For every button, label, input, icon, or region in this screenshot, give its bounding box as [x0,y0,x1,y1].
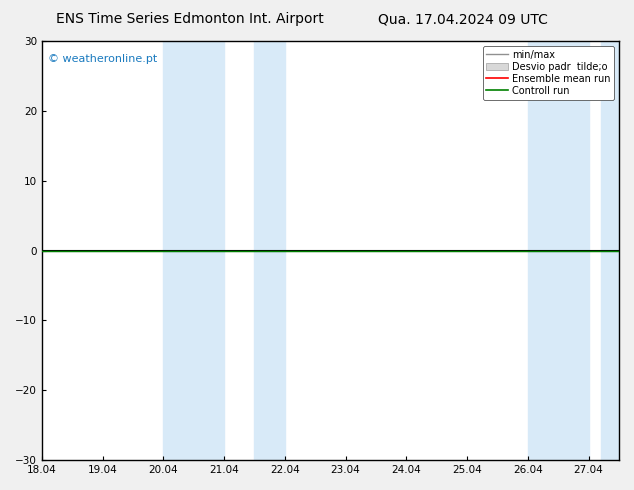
Legend: min/max, Desvio padr  tilde;o, Ensemble mean run, Controll run: min/max, Desvio padr tilde;o, Ensemble m… [482,46,614,99]
Bar [254,41,285,460]
Text: ENS Time Series Edmonton Int. Airport: ENS Time Series Edmonton Int. Airport [56,12,324,26]
Bar [528,41,588,460]
Bar [601,41,619,460]
Text: Qua. 17.04.2024 09 UTC: Qua. 17.04.2024 09 UTC [378,12,548,26]
Text: © weatheronline.pt: © weatheronline.pt [48,53,157,64]
Bar [164,41,224,460]
